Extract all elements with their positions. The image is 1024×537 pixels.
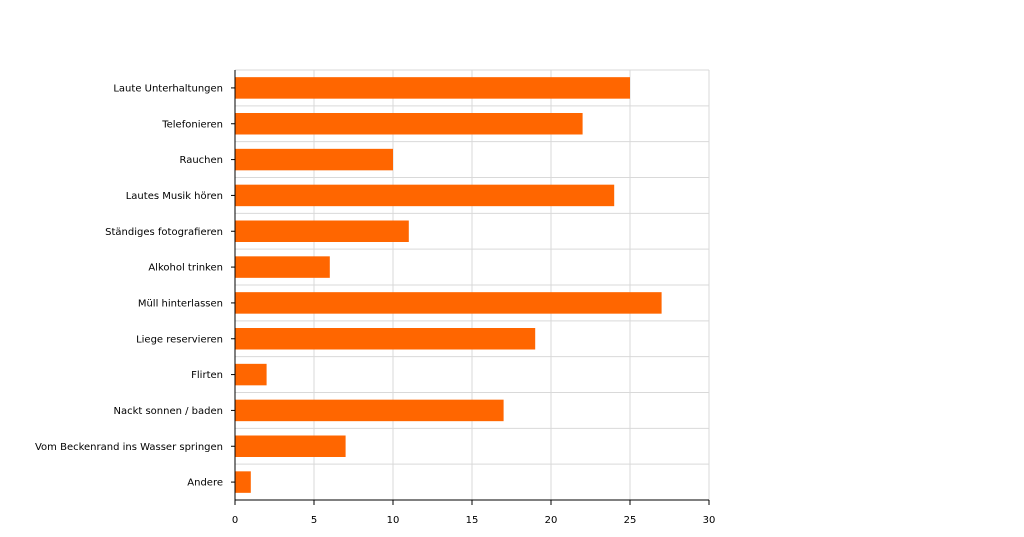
category-label: Nackt sonnen / baden bbox=[113, 406, 223, 417]
category-label: Flirten bbox=[191, 370, 223, 381]
category-label: Andere bbox=[187, 478, 223, 489]
bar bbox=[235, 113, 583, 135]
bar bbox=[235, 399, 504, 422]
bar bbox=[235, 435, 346, 457]
category-label: Alkohol trinken bbox=[148, 263, 223, 274]
axes bbox=[231, 70, 710, 505]
category-label: Ständiges fotografieren bbox=[105, 227, 223, 238]
bar bbox=[235, 148, 393, 171]
category-label: Liege reservieren bbox=[136, 334, 223, 345]
x-tick-label: 25 bbox=[624, 515, 637, 526]
category-label: Müll hinterlassen bbox=[138, 298, 223, 309]
category-label: Vom Beckenrand ins Wasser springen bbox=[35, 442, 223, 453]
bar bbox=[235, 77, 630, 99]
category-label: Rauchen bbox=[179, 155, 223, 166]
bars bbox=[235, 77, 662, 493]
bar bbox=[235, 292, 662, 314]
bar bbox=[235, 471, 251, 493]
bar bbox=[235, 220, 409, 242]
x-tick-label: 15 bbox=[466, 515, 479, 526]
x-tick-label: 30 bbox=[703, 515, 716, 526]
grid bbox=[234, 69, 710, 501]
x-tick-label: 10 bbox=[387, 515, 400, 526]
bar bbox=[235, 256, 330, 278]
labels: Laute Unterhaltungen Telefonieren Rauchen L… bbox=[35, 83, 715, 526]
category-label: Laute Unterhaltungen bbox=[113, 83, 223, 94]
bar bbox=[235, 363, 267, 386]
bar bbox=[235, 328, 536, 350]
bar bbox=[235, 184, 615, 207]
x-tick-label: 0 bbox=[232, 515, 238, 526]
x-tick-label: 20 bbox=[545, 515, 558, 526]
category-label: Telefonieren bbox=[161, 119, 223, 130]
x-tick-label: 5 bbox=[311, 515, 317, 526]
category-label: Lautes Musik hören bbox=[126, 191, 223, 202]
